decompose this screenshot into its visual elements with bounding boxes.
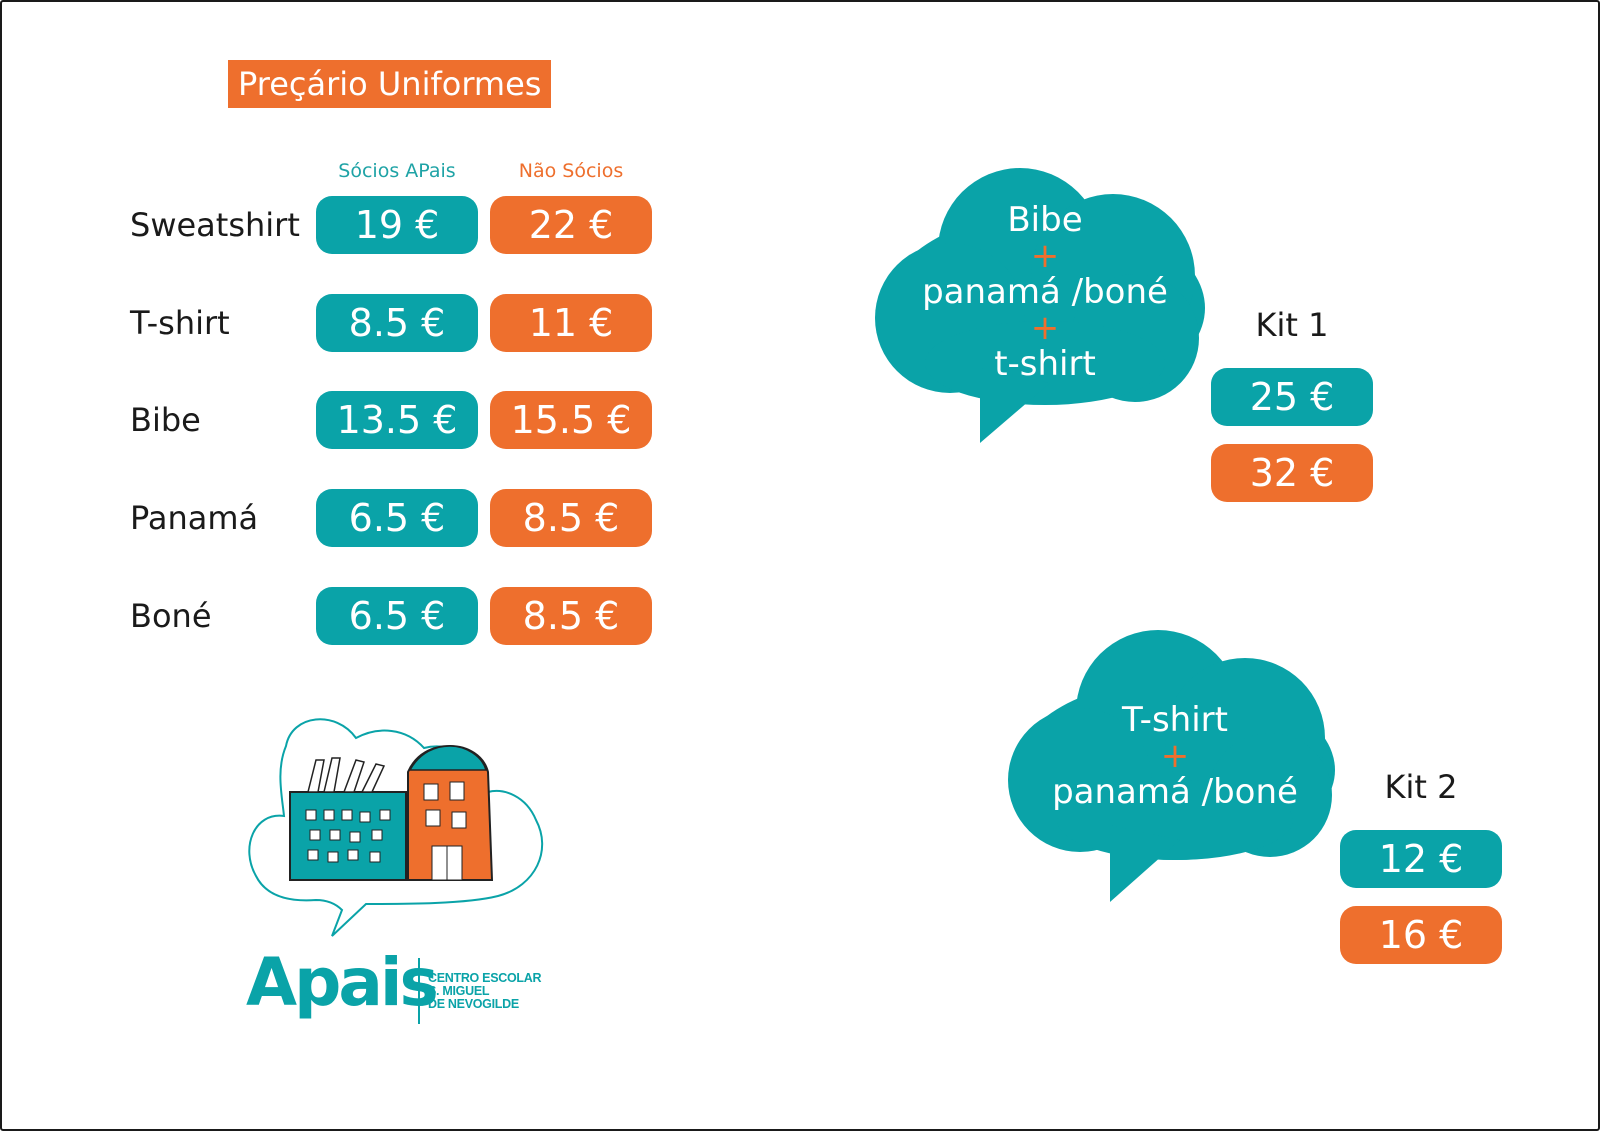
plus-icon: + xyxy=(1160,736,1190,776)
item-label: Panamá xyxy=(130,499,259,537)
member-price-badge: 6.5 € xyxy=(316,587,478,645)
non-member-price-badge: 15.5 € xyxy=(490,391,652,449)
logo-subtitle-line: S. MIGUEL xyxy=(428,984,490,998)
kit-item: panamá /boné xyxy=(1052,772,1298,812)
item-label: Boné xyxy=(130,597,212,635)
kit1-cloud: Bibe + panamá /boné + t-shirt xyxy=(870,168,1220,448)
price-row-panama: Panamá 6.5 € 8.5 € xyxy=(0,489,700,547)
logo-subtitle: CENTRO ESCOLAR S. MIGUEL DE NEVOGILDE xyxy=(428,972,541,1011)
price-row-tshirt: T-shirt 8.5 € 11 € xyxy=(0,294,700,352)
plus-icon: + xyxy=(1030,236,1060,276)
non-member-price-badge: 8.5 € xyxy=(490,489,652,547)
logo-subtitle-line: CENTRO ESCOLAR xyxy=(428,971,542,985)
kit1-label: Kit 1 xyxy=(1255,306,1329,344)
plus-icon: + xyxy=(1030,308,1060,348)
kit2-contents: T-shirt + panamá /boné xyxy=(1000,702,1350,810)
price-row-bone: Boné 6.5 € 8.5 € xyxy=(0,587,700,645)
kit1-non-member-price-badge: 32 € xyxy=(1211,444,1373,502)
non-member-price-badge: 11 € xyxy=(490,294,652,352)
price-row-sweatshirt: Sweatshirt 19 € 22 € xyxy=(0,196,700,254)
kit2-non-member-price-badge: 16 € xyxy=(1340,906,1502,964)
page-title: Preçário Uniformes xyxy=(228,60,552,108)
non-member-price-badge: 8.5 € xyxy=(490,587,652,645)
kit1-member-price-badge: 25 € xyxy=(1211,368,1373,426)
member-price-badge: 19 € xyxy=(316,196,478,254)
kit2-cloud: T-shirt + panamá /boné xyxy=(1000,630,1350,910)
item-label: T-shirt xyxy=(130,304,230,342)
item-label: Sweatshirt xyxy=(130,206,300,244)
item-label: Bibe xyxy=(130,401,201,439)
member-price-badge: 6.5 € xyxy=(316,489,478,547)
logo-divider xyxy=(418,958,420,1024)
speech-cloud-icon xyxy=(1008,630,1335,902)
apais-logo-icon xyxy=(248,718,544,937)
apais-wordmark: Apais xyxy=(246,944,439,1021)
non-member-price-badge: 22 € xyxy=(490,196,652,254)
kit-item: t-shirt xyxy=(994,344,1096,384)
logo-subtitle-line: DE NEVOGILDE xyxy=(428,997,519,1011)
price-row-bibe: Bibe 13.5 € 15.5 € xyxy=(0,391,700,449)
kit-item: Bibe xyxy=(1007,200,1083,240)
kit2-label: Kit 2 xyxy=(1384,768,1458,806)
kit1-contents: Bibe + panamá /boné + t-shirt xyxy=(870,202,1220,382)
kit-item: T-shirt xyxy=(1122,700,1228,740)
column-header-non-members: Não Sócios xyxy=(518,160,624,182)
speech-cloud-icon xyxy=(875,168,1205,443)
kit2-member-price-badge: 12 € xyxy=(1340,830,1502,888)
column-header-members: Sócios APais xyxy=(338,160,456,182)
member-price-badge: 8.5 € xyxy=(316,294,478,352)
kit-item: panamá /boné xyxy=(922,272,1168,312)
member-price-badge: 13.5 € xyxy=(316,391,478,449)
